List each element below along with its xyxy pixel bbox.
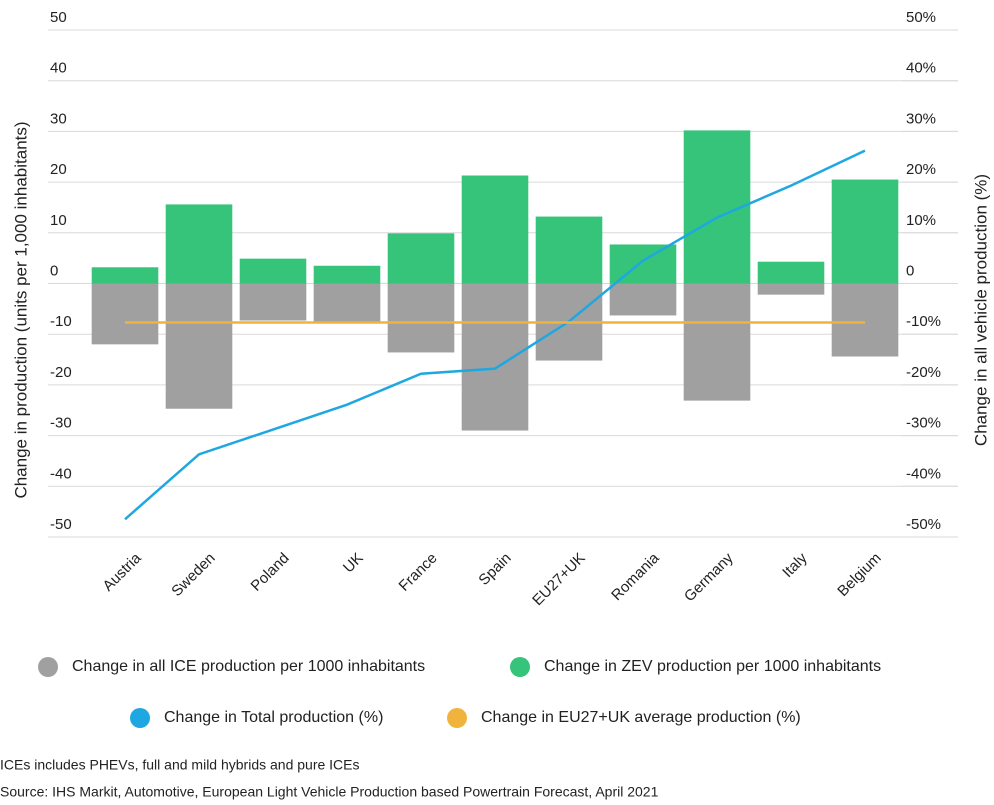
- bar: [165, 204, 233, 284]
- legend-label: Change in Total production (%): [164, 709, 383, 726]
- bar: [609, 244, 677, 284]
- y-tick-label: 40: [50, 60, 67, 77]
- y-tick-label: -40: [50, 465, 72, 482]
- legend-marker: [447, 708, 467, 728]
- y2-tick-label: -30%: [906, 415, 941, 432]
- y2-tick-label: -10%: [906, 313, 941, 330]
- y2-tick-label: -20%: [906, 364, 941, 381]
- x-tick-label: EU27+UK: [529, 550, 588, 609]
- y-axis-title: Change in production (units per 1,000 in…: [11, 121, 30, 498]
- x-tick-label: Spain: [475, 550, 514, 589]
- bar: [831, 179, 899, 284]
- y2-axis-title: Change in all vehicle production (%): [971, 174, 990, 446]
- bar: [609, 283, 677, 316]
- y2-tick-label: 10%: [906, 212, 936, 229]
- bar: [535, 216, 603, 284]
- bar: [313, 283, 381, 322]
- x-tick-label: Italy: [779, 549, 811, 581]
- x-tick-label: Poland: [248, 550, 293, 595]
- x-tick-label: Belgium: [834, 550, 884, 600]
- y-tick-label: -30: [50, 415, 72, 432]
- legend-label: Change in EU27+UK average production (%): [481, 709, 801, 726]
- bar: [387, 283, 455, 353]
- bar: [461, 175, 529, 284]
- legend-marker: [510, 657, 530, 677]
- legend-label: Change in ZEV production per 1000 inhabi…: [544, 658, 881, 675]
- bar: [239, 283, 307, 321]
- bar: [461, 283, 529, 431]
- x-tick-label: Sweden: [168, 550, 218, 600]
- x-tick-label: UK: [340, 550, 367, 577]
- y-tick-label: -10: [50, 313, 72, 330]
- y2-tick-label: 0: [906, 262, 914, 279]
- bar: [387, 233, 455, 284]
- y-tick-label: 50: [50, 9, 67, 26]
- y-tick-label: 0: [50, 262, 58, 279]
- bar: [313, 265, 381, 284]
- footnote: Source: IHS Markit, Automotive, European…: [0, 784, 659, 800]
- x-tick-label: Germany: [681, 549, 737, 605]
- y2-tick-label: 20%: [906, 161, 936, 178]
- y-tick-label: 10: [50, 212, 67, 229]
- bar: [757, 283, 825, 295]
- bar: [757, 261, 825, 284]
- y2-tick-label: 50%: [906, 9, 936, 26]
- y-tick-label: 30: [50, 110, 67, 127]
- line: [124, 149, 866, 521]
- y-tick-label: -20: [50, 364, 72, 381]
- x-tick-label: Romania: [608, 549, 663, 604]
- footnote: ICEs includes PHEVs, full and mild hybri…: [0, 757, 360, 773]
- x-tick-label: Austria: [100, 549, 145, 594]
- legend-label: Change in all ICE production per 1000 in…: [72, 658, 425, 675]
- bar: [91, 267, 159, 284]
- legend-marker: [38, 657, 58, 677]
- y2-tick-label: -50%: [906, 516, 941, 533]
- y-tick-label: -50: [50, 516, 72, 533]
- y2-tick-label: 40%: [906, 60, 936, 77]
- y-tick-label: 20: [50, 161, 67, 178]
- x-tick-label: France: [396, 550, 441, 595]
- bar: [683, 283, 751, 401]
- bar: [831, 283, 899, 357]
- bar: [165, 283, 233, 409]
- bar: [239, 258, 307, 284]
- bar: [91, 283, 159, 345]
- legend-marker: [130, 708, 150, 728]
- y2-tick-label: 30%: [906, 110, 936, 127]
- y2-tick-label: -40%: [906, 465, 941, 482]
